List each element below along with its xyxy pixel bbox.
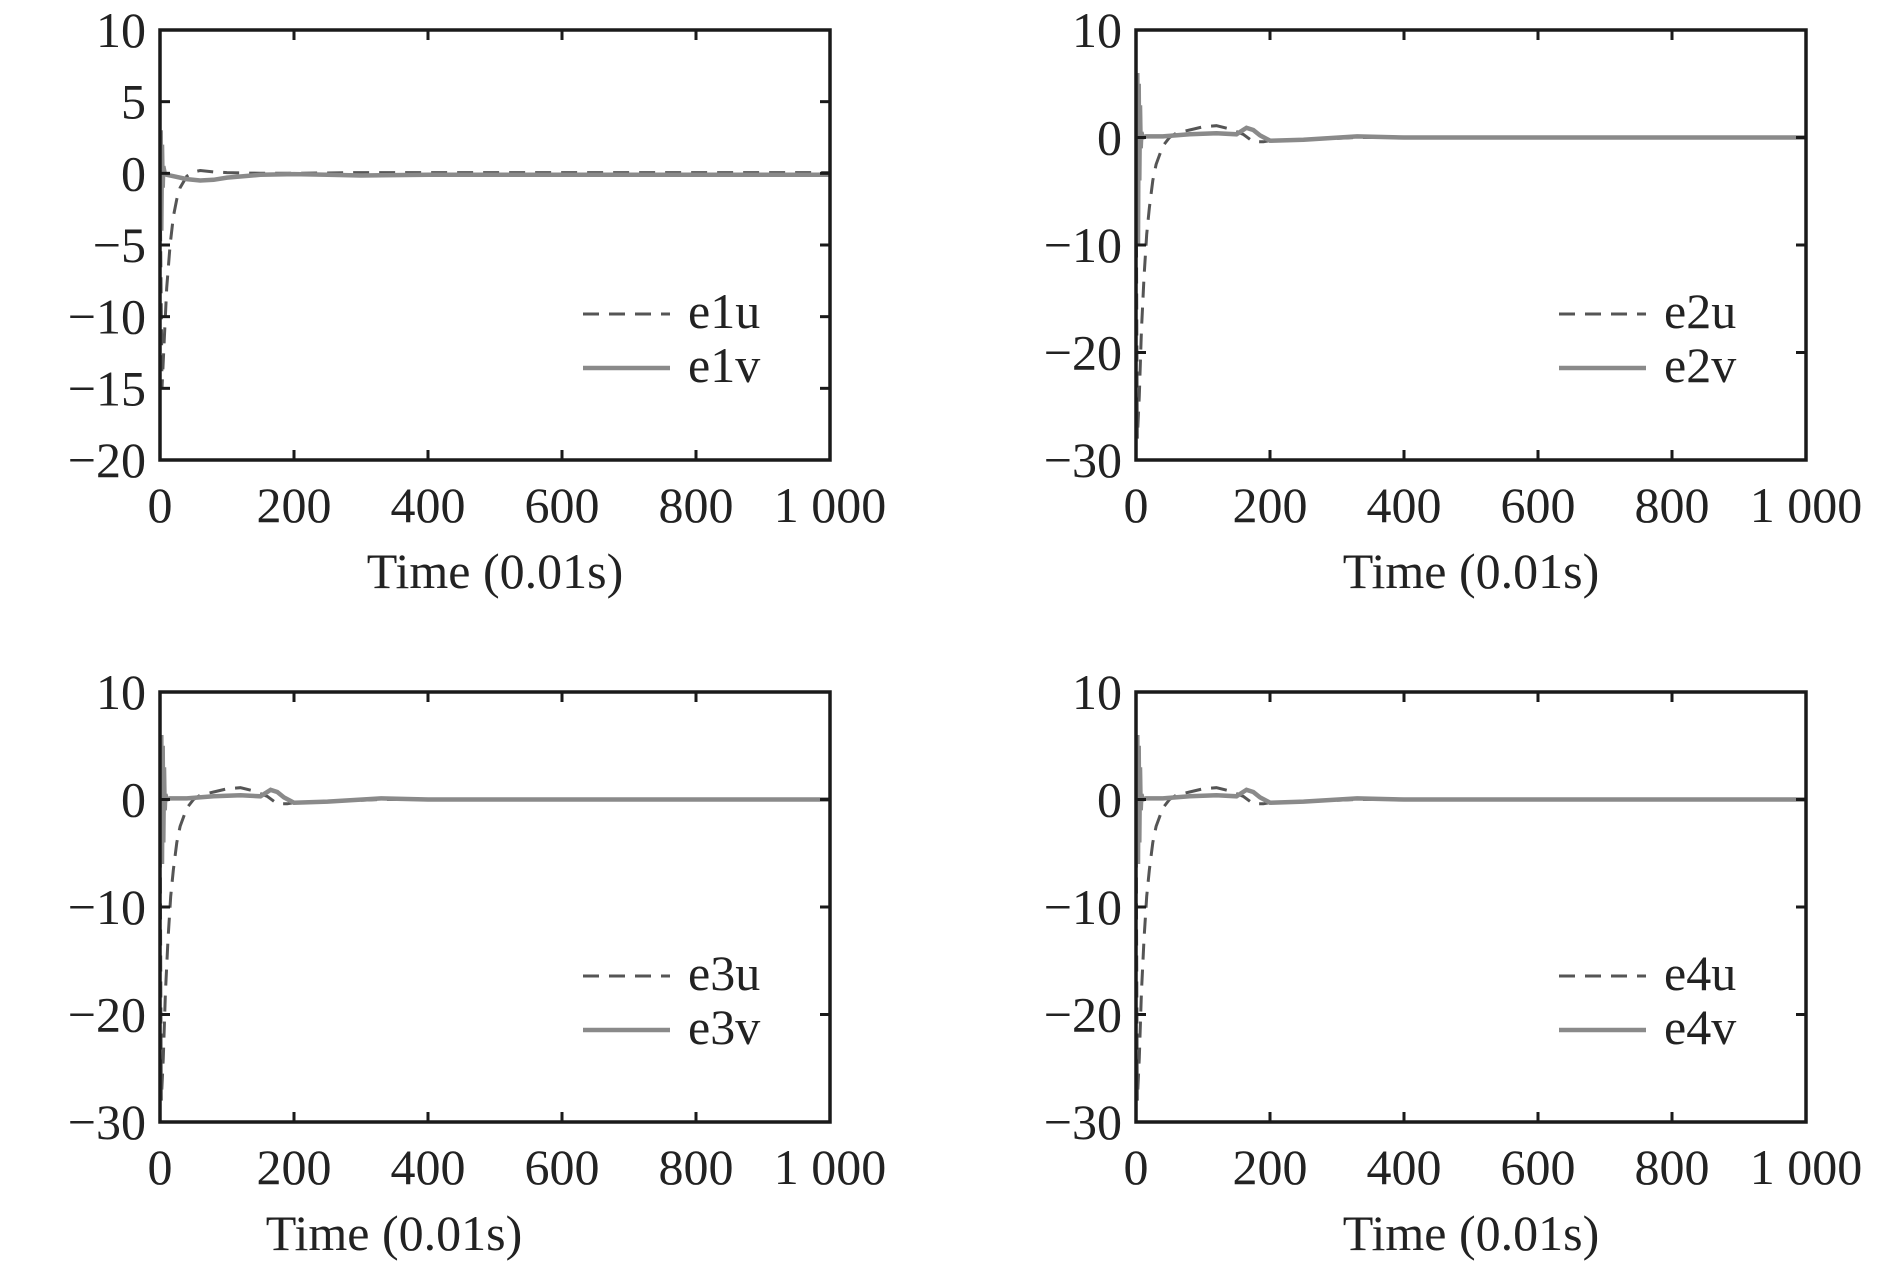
x-tick-label: 600 <box>1501 1139 1576 1195</box>
y-tick-label: −30 <box>1044 432 1122 488</box>
x-axis-label: Time (0.01s) <box>1343 1205 1600 1261</box>
legend-label-e3v: e3v <box>688 999 760 1055</box>
plot-frame <box>1134 690 1808 1124</box>
x-tick-label: 400 <box>391 1139 466 1195</box>
x-tick-label: 1 000 <box>1750 1139 1863 1195</box>
y-tick-label: 10 <box>96 664 146 720</box>
x-tick-label: 0 <box>148 477 173 533</box>
y-tick-label: −20 <box>1044 987 1122 1043</box>
x-tick-label: 600 <box>525 477 600 533</box>
series-line-e1v <box>160 130 830 231</box>
series-line-e1u <box>160 168 830 389</box>
x-tick-label: 600 <box>1501 477 1576 533</box>
x-tick-label: 1 000 <box>1750 477 1863 533</box>
x-tick-label: 400 <box>1367 477 1442 533</box>
series-line-e4v <box>1136 734 1806 865</box>
y-tick-label: 5 <box>121 74 146 130</box>
y-tick-label: −10 <box>68 879 146 935</box>
y-tick-label: 10 <box>96 2 146 58</box>
x-tick-label: 1 000 <box>774 1139 887 1195</box>
series-line-e3v <box>160 734 830 865</box>
y-tick-label: 0 <box>1097 110 1122 166</box>
x-axis-label: Time (0.01s) <box>266 1205 523 1261</box>
x-tick-label: 0 <box>148 1139 173 1195</box>
plot-frame <box>158 28 832 462</box>
y-tick-label: −10 <box>68 289 146 345</box>
plot-frame <box>158 690 832 1124</box>
x-tick-label: 200 <box>1233 1139 1308 1195</box>
y-tick-label: 0 <box>1097 772 1122 828</box>
x-axis-label: Time (0.01s) <box>1343 543 1600 599</box>
subplot-2: 0 200 400 600 800 1 000 10 0 −10 −20 −30 Time (0.01… <box>1044 2 1862 599</box>
legend-label-e3u: e3u <box>688 945 760 1001</box>
y-tick-label: 0 <box>121 772 146 828</box>
y-tick-label: −20 <box>1044 325 1122 381</box>
y-tick-label: −10 <box>1044 879 1122 935</box>
x-tick-label: 800 <box>1635 477 1710 533</box>
x-tick-label: 0 <box>1124 1139 1149 1195</box>
x-tick-label: 1 000 <box>774 477 887 533</box>
y-tick-label: −5 <box>93 217 146 273</box>
y-tick-label: −30 <box>1044 1094 1122 1150</box>
x-tick-label: 800 <box>1635 1139 1710 1195</box>
subplot-1: 0 200 400 600 800 1 000 10 5 0 −5 −10 −15 −20 Time (0… <box>68 2 886 599</box>
x-tick-label: 200 <box>1233 477 1308 533</box>
legend-label-e2u: e2u <box>1664 283 1736 339</box>
subplot-4: 0 200 400 600 800 1 000 10 0 −10 −20 −30 Time (0.01… <box>1044 664 1862 1261</box>
x-tick-label: 800 <box>659 477 734 533</box>
x-tick-label: 400 <box>391 477 466 533</box>
plot-frame <box>1134 28 1808 462</box>
x-tick-label: 0 <box>1124 477 1149 533</box>
legend-label-e2v: e2v <box>1664 337 1736 393</box>
y-tick-label: −20 <box>68 432 146 488</box>
x-tick-label: 600 <box>525 1139 600 1195</box>
legend-label-e4u: e4u <box>1664 945 1736 1001</box>
x-tick-label: 200 <box>257 477 332 533</box>
y-tick-label: 0 <box>121 145 146 201</box>
series-line-e2v <box>1136 72 1806 246</box>
x-tick-label: 800 <box>659 1139 734 1195</box>
y-tick-label: 10 <box>1072 664 1122 720</box>
legend-label-e1u: e1u <box>688 283 760 339</box>
y-tick-label: −30 <box>68 1094 146 1150</box>
x-axis-label: Time (0.01s) <box>367 543 624 599</box>
y-tick-label: −15 <box>68 360 146 416</box>
y-tick-label: −10 <box>1044 217 1122 273</box>
legend-label-e1v: e1v <box>688 337 760 393</box>
x-tick-label: 400 <box>1367 1139 1442 1195</box>
legend-label-e4v: e4v <box>1664 999 1736 1055</box>
x-tick-label: 200 <box>257 1139 332 1195</box>
y-tick-label: −20 <box>68 987 146 1043</box>
subplot-3: 0 200 400 600 800 1 000 10 0 −10 −20 −30 Time (0.01… <box>68 664 886 1261</box>
y-tick-label: 10 <box>1072 2 1122 58</box>
